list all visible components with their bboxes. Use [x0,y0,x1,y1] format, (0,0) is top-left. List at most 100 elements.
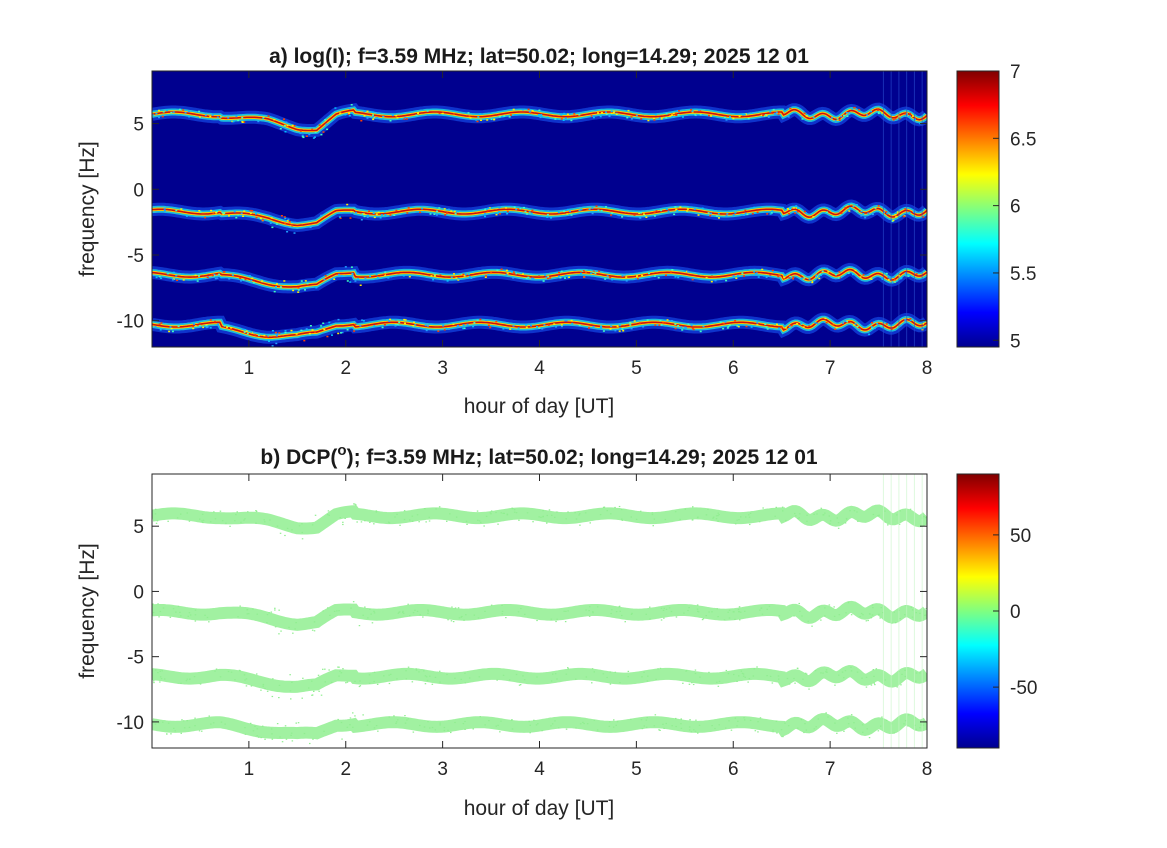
panel-a-speckle [361,213,364,215]
panel-a-speckle [858,110,861,112]
panel-b-speckle [415,668,417,670]
panel-b-speckle [660,607,663,609]
panel-b-speckle [338,666,340,668]
panel-a-speckle [744,113,747,115]
panel-b-speckle [373,680,375,683]
panel-a-speckle [344,114,347,116]
panel-b-speckle [202,519,205,521]
panel-b-speckle [551,723,554,725]
panel-a-ytick-label: -10 [117,312,144,333]
panel-b-speckle [428,520,431,522]
panel-b-bands [152,474,927,748]
panel-b-speckle [186,720,188,722]
panel-a-speckle [457,211,460,213]
panel-a-speckle [441,112,444,115]
panel-a-speckle [693,208,696,211]
panel-b-speckle [691,682,693,684]
panel-a-speckle [304,280,307,282]
panel-a-speckle [898,117,901,120]
panel-a-speckle [546,216,549,218]
panel-b-speckle [772,731,774,733]
panel-b-speckle [515,673,518,676]
panel-a-speckle [808,325,811,327]
panel-a-ylabel: frequency [Hz] [76,141,99,276]
panel-a-speckle [718,217,720,219]
panel-b-speckle [156,520,159,522]
panel-b-speckle [853,722,855,724]
panel-b-speckle [261,725,264,727]
panel-b-speckle [854,727,856,729]
panel-a-speckle [824,317,827,320]
panel-a-speckle [563,112,566,115]
panel-a-speckle [341,331,344,334]
panel-b-speckle [443,729,446,732]
panel-a-speckle [353,330,356,332]
panel-a-speckle [158,323,161,325]
panel-b-speckle [712,516,715,518]
panel-a-speckle [599,326,602,329]
panel-a-speckle [780,326,783,329]
panel-a-speckle [545,276,548,278]
panel-a-speckle [219,270,222,272]
panel-b-speckle [584,512,587,514]
panel-a-speckle [547,275,550,278]
panel-b-speckle [680,727,683,729]
panel-a-speckle [493,118,496,121]
panel-b-speckle [419,724,421,727]
panel-b-speckle [323,730,325,732]
panel-b-speckle [593,719,596,721]
panel-b-speckle [186,512,188,514]
panel-b-speckle [610,513,612,515]
panel-a-speckle [658,117,661,119]
panel-a-speckle [892,276,895,278]
panel-b-speckle [154,508,157,510]
panel-b-speckle [255,510,258,512]
panel-a-xtick-label: 4 [534,358,545,379]
panel-b-speckle [649,618,651,620]
panel-a-speckle [271,345,274,347]
panel-a-speckle [699,114,702,116]
panel-a-speckle [855,204,858,206]
panel-a-speckle [205,326,208,329]
panel-b-speckle [627,676,629,678]
panel-b-speckle [824,615,826,617]
panel-a-speckle [398,321,401,324]
panel-a-speckle [274,331,277,334]
panel-b-speckle [247,511,249,513]
panel-b-xtick-label: 4 [534,759,545,780]
panel-a-speckle [915,211,918,214]
panel-b-speckle [778,678,780,680]
panel-a-speckle [384,271,387,273]
panel-a-speckle [732,214,735,216]
panel-b-speckle [630,718,632,720]
panel-a-speckle [818,273,821,275]
panel-a-title: a) log(I); f=3.59 MHz; lat=50.02; long=1… [269,45,809,68]
panel-a-speckle [442,325,445,327]
panel-a-speckle [796,323,799,325]
panel-a-speckle [292,289,295,292]
panel-b-speckle [609,721,611,723]
panel-a-speckle [766,328,769,330]
panel-b-speckle [405,678,408,680]
panel-b-speckle [884,679,887,681]
panel-a-speckle [738,115,741,118]
panel-b-speckle [537,723,539,725]
panel-a-speckle [463,327,466,329]
panel-b-speckle [862,614,864,616]
panel-b-speckle [653,725,656,727]
panel-b-speckle [472,728,474,730]
panel-b-speckle [759,609,761,611]
panel-b-speckle [893,732,895,734]
panel-b-speckle [828,604,831,606]
panel-b-speckle [554,673,557,675]
panel-b-speckle [341,738,343,740]
panel-a-speckle [476,120,479,123]
panel-b-speckle [740,516,742,518]
panel-b-speckle [522,675,524,677]
panel-a-speckle [851,108,854,110]
panel-b-speckle [183,720,185,722]
panel-a-speckle [870,278,873,280]
panel-b-speckle [674,511,677,513]
panel-b-speckle [513,509,516,511]
panel-b-speckle [589,522,591,524]
